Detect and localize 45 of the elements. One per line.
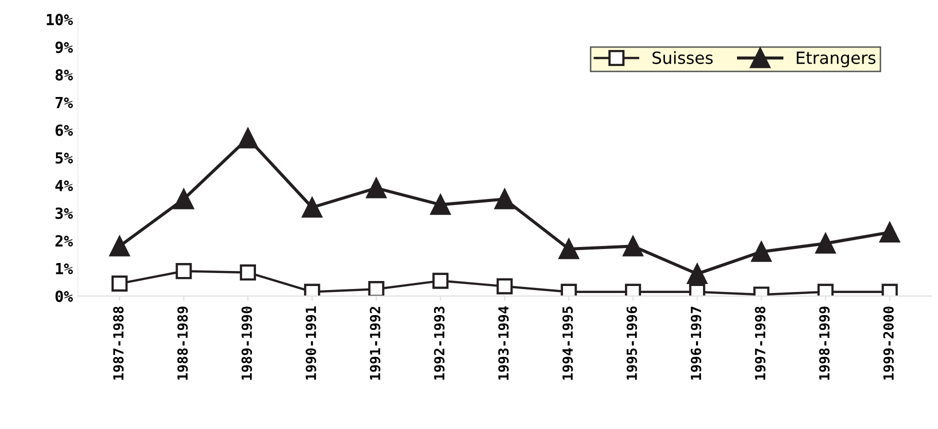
x-tick-label: 1989-1990 — [241, 306, 252, 380]
x-tick-label: 1994-1995 — [562, 306, 573, 380]
point — [174, 189, 194, 210]
y-tick-label: 10% — [46, 14, 73, 26]
x-tick-label: 1996-1997 — [690, 306, 702, 380]
point — [880, 222, 900, 243]
point — [432, 272, 449, 289]
y-tick-label: 8% — [56, 69, 73, 81]
point — [494, 189, 515, 210]
point — [366, 178, 386, 198]
x-tick-label: 1995-1996 — [626, 306, 638, 380]
x-tick-label: 1988-1989 — [177, 306, 188, 380]
x-tick-label: 1992-1993 — [434, 306, 445, 380]
point — [302, 197, 322, 218]
point — [112, 276, 128, 292]
y-tick-label: 3% — [56, 207, 73, 220]
y-tick-label: 0% — [56, 290, 73, 302]
point — [240, 264, 256, 281]
x-tick-label: 1999-2000 — [883, 306, 894, 380]
point — [751, 242, 772, 262]
point — [109, 236, 130, 256]
y-tick-label: 2% — [55, 235, 73, 246]
point — [368, 281, 384, 296]
point — [496, 278, 513, 294]
x-tick-label: 1993-1994 — [498, 306, 509, 380]
x-tick-label: 1987-1988 — [113, 306, 124, 380]
x-tick-label: 1997-1998 — [754, 306, 766, 380]
point — [238, 128, 258, 148]
point — [815, 233, 836, 254]
x-tick-label: 1991-1992 — [370, 306, 380, 380]
legend-label: Etrangers — [796, 52, 876, 68]
point — [622, 236, 644, 256]
y-tick-label: 6% — [56, 124, 73, 136]
y-tick-label: 5% — [56, 152, 73, 164]
point — [430, 194, 451, 215]
y-tick-label: 7% — [56, 96, 73, 108]
x-tick-label: 1990-1991 — [306, 306, 316, 380]
legend-label: Suisses — [652, 51, 713, 64]
y-tick-label: 9% — [55, 42, 73, 54]
x-tick-label: 1998-1999 — [819, 306, 830, 380]
point — [176, 263, 192, 280]
y-tick-label: 4% — [55, 180, 73, 192]
y-tick-label: 1% — [56, 263, 73, 274]
point — [558, 238, 579, 260]
point — [687, 264, 708, 284]
